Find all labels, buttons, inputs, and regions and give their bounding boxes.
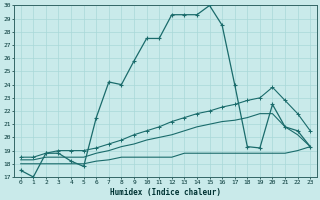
X-axis label: Humidex (Indice chaleur): Humidex (Indice chaleur) bbox=[110, 188, 221, 197]
